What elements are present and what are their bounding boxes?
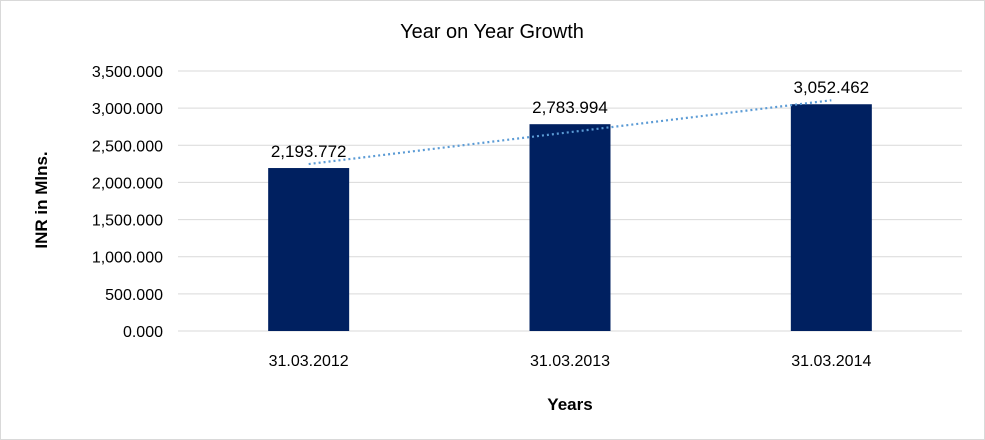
x-tick-label: 31.03.2012 xyxy=(269,353,349,370)
data-label: 2,193.772 xyxy=(271,142,347,161)
y-tick-label: 1,000.000 xyxy=(92,250,163,267)
y-tick-label: 2,500.000 xyxy=(92,138,163,155)
bar xyxy=(790,104,872,331)
bar xyxy=(529,124,611,331)
x-tick-label: 31.03.2014 xyxy=(791,353,871,370)
data-label: 3,052.462 xyxy=(794,78,870,97)
chart-title: Year on Year Growth xyxy=(400,21,584,43)
y-tick-label: 500.000 xyxy=(105,287,163,304)
x-tick-label: 31.03.2013 xyxy=(530,353,610,370)
bar xyxy=(268,168,350,331)
y-tick-label: 1,500.000 xyxy=(92,213,163,230)
y-tick-label: 2,000.000 xyxy=(92,175,163,192)
y-tick-label: 0.000 xyxy=(123,324,163,341)
y-tick-label: 3,500.000 xyxy=(92,64,163,81)
y-axis-ticks: 0.000 500.000 1,000.000 1,500.000 2,000.000 2… xyxy=(92,64,163,341)
bars xyxy=(268,104,872,331)
data-labels: 2,193.772 2,783.994 3,052.462 xyxy=(271,78,869,161)
x-axis-ticks: 31.03.2012 31.03.2013 31.03.2014 xyxy=(269,353,872,370)
y-tick-label: 3,000.000 xyxy=(92,101,163,118)
y-axis-title: INR in Mlns. xyxy=(32,151,51,248)
data-label: 2,783.994 xyxy=(532,98,608,117)
x-axis-title: Years xyxy=(547,395,592,414)
